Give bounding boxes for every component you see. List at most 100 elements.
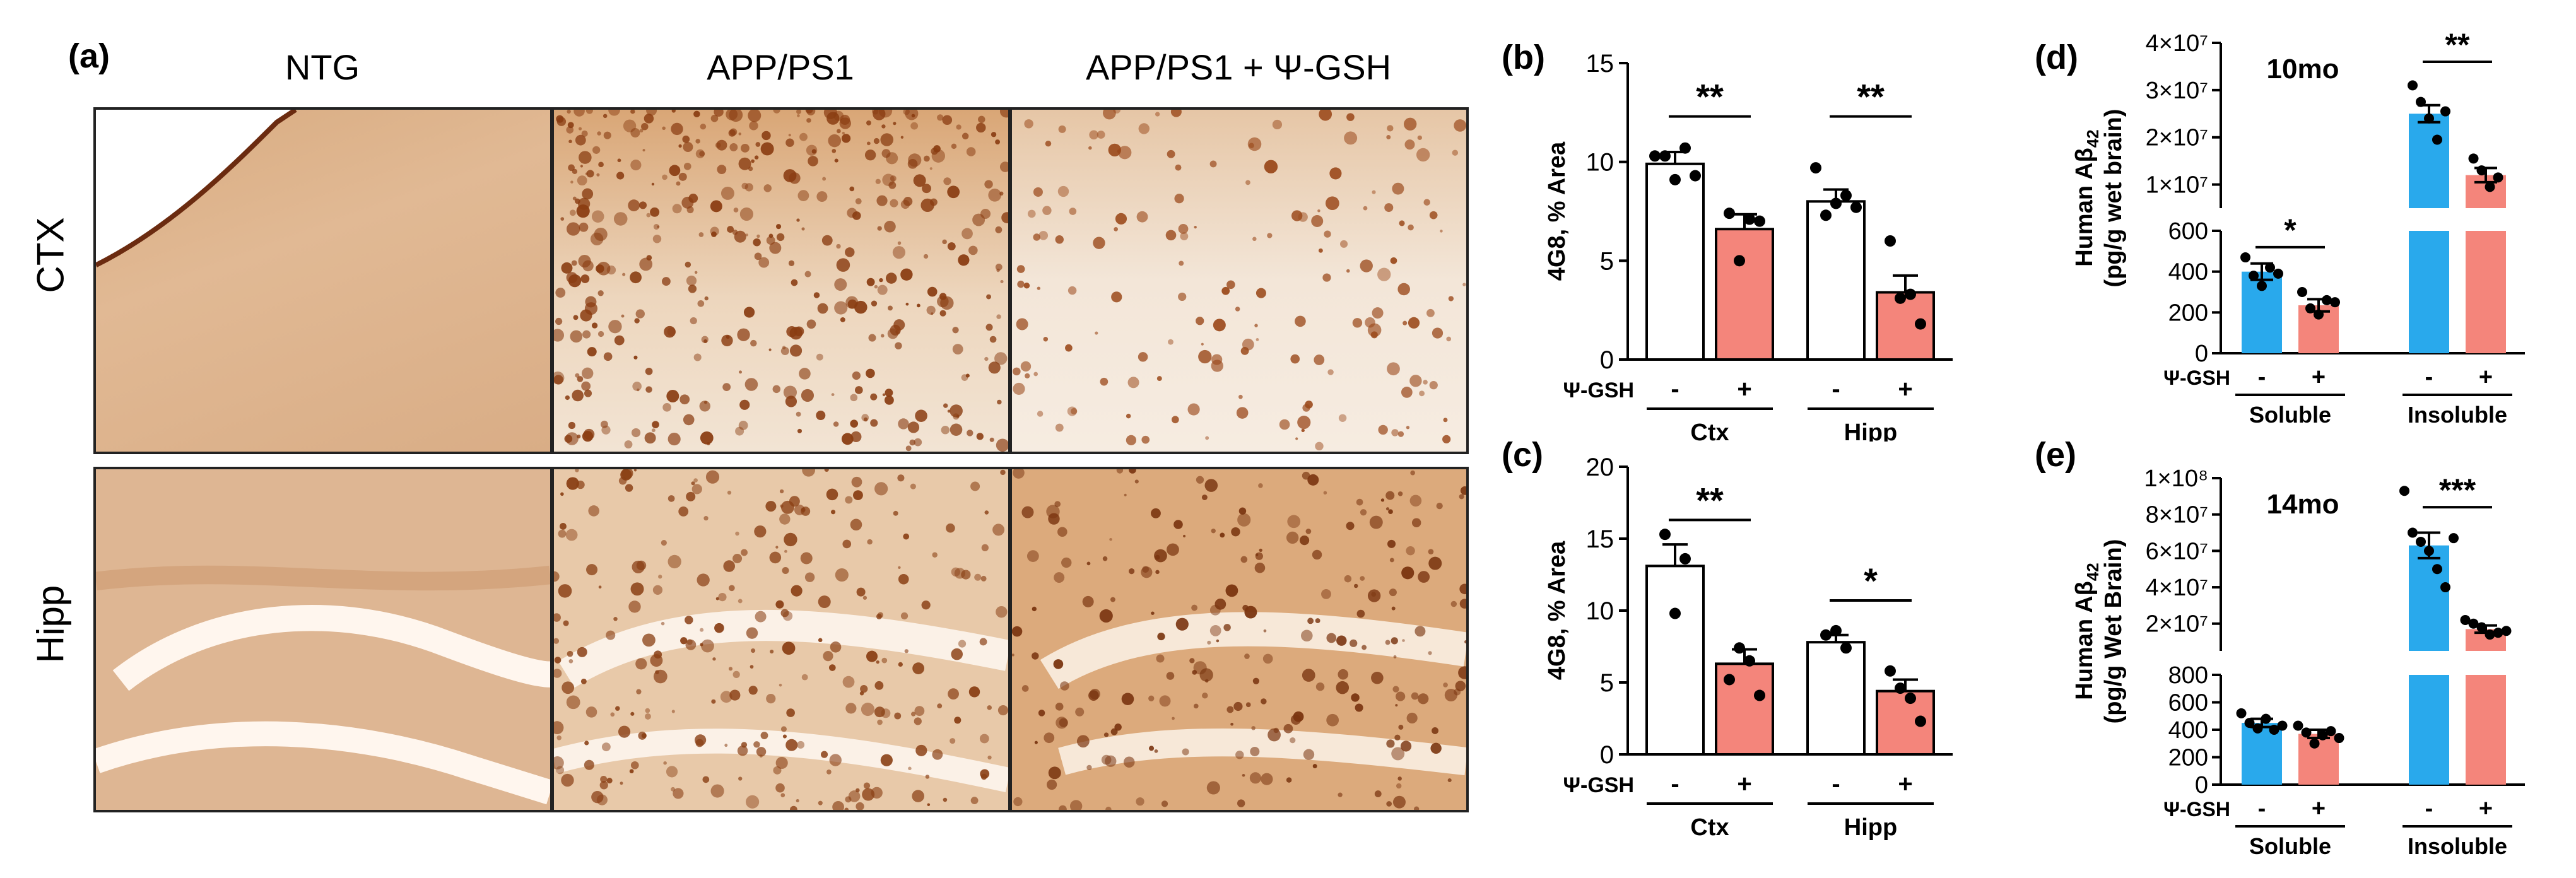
plaque-deposit (892, 246, 906, 259)
plaque-deposit (840, 317, 845, 322)
y-tick-label: 15 (1586, 50, 1614, 78)
plaque-deposit (733, 208, 739, 213)
plaque-deposit (726, 335, 730, 339)
plaque-deposit (1409, 495, 1422, 507)
plaque-deposit (655, 670, 659, 674)
plaque-deposit (1076, 735, 1090, 748)
plaque-deposit (1367, 323, 1382, 337)
plaque-deposit (765, 501, 777, 512)
plaque-deposit (1386, 739, 1395, 748)
plaque-deposit (1286, 777, 1292, 783)
panel-letter-b: (b) (1502, 38, 1545, 76)
plaque-deposit (784, 532, 797, 547)
plaque-deposit (911, 711, 916, 717)
plaque-deposit (1016, 318, 1028, 331)
plaque-deposit (1404, 139, 1415, 150)
plaque-deposit (1301, 629, 1313, 642)
plaque-deposit (826, 488, 838, 501)
plaque-deposit (1236, 407, 1249, 419)
plaque-deposit (558, 584, 572, 598)
plaque-deposit (1012, 653, 1015, 657)
plaque-deposit (826, 112, 840, 125)
y-tick-label: 200 (2168, 300, 2208, 326)
plaque-deposit (631, 428, 641, 438)
plaque-deposit (867, 539, 873, 545)
plaque-deposit (620, 781, 623, 785)
plaque-deposit (600, 776, 608, 783)
plaque-deposit (845, 703, 857, 714)
plaque-deposit (850, 419, 859, 428)
plaque-deposit (1315, 682, 1325, 691)
plaque-deposit (597, 131, 601, 136)
plaque-deposit (863, 417, 868, 422)
plaque-deposit (751, 159, 755, 163)
plaque-deposit (1303, 749, 1315, 760)
plaque-deposit (946, 523, 955, 533)
bar (1645, 162, 1705, 361)
plaque-deposit (728, 667, 733, 671)
plaque-deposit (1397, 491, 1403, 496)
plaque-deposit (1211, 354, 1223, 365)
plaque-deposit (1033, 187, 1043, 197)
plaque-deposit (1423, 199, 1430, 206)
plaque-deposit (741, 182, 748, 190)
plaque-deposit (806, 319, 816, 329)
plaque-deposit (701, 336, 709, 343)
plaque-deposit (630, 110, 635, 114)
plaque-deposit (584, 759, 594, 770)
plaque-deposit (789, 344, 803, 357)
plaque-deposit (1360, 509, 1367, 516)
plaque-deposit (1000, 469, 1006, 476)
data-point (2468, 618, 2479, 629)
plaque-deposit (932, 552, 938, 558)
plaque-deposit (804, 572, 815, 582)
plaque-deposit (813, 292, 820, 298)
plaque-deposit (603, 114, 608, 119)
y-axis-label: 4G8, % Area (1544, 541, 1570, 680)
plaque-deposit (585, 296, 597, 308)
plaque-deposit (571, 260, 577, 266)
plaque-deposit (636, 689, 642, 694)
plaque-deposit (755, 142, 761, 147)
data-point (2240, 252, 2250, 263)
plaque-deposit (568, 164, 575, 172)
plaque-deposit (630, 271, 642, 284)
plaque-deposit (645, 708, 650, 713)
plaque-deposit (1237, 513, 1251, 527)
data-point (2408, 527, 2418, 538)
plaque-deposit (1235, 751, 1244, 759)
plaque-deposit (1207, 640, 1211, 645)
plaque-deposit (645, 713, 651, 720)
plaque-deposit (618, 725, 631, 738)
data-point (2476, 165, 2487, 176)
plaque-deposit (1406, 546, 1415, 556)
plaque-deposit (996, 606, 1008, 618)
plaque-deposit (1209, 625, 1221, 636)
plaque-deposit (1054, 572, 1065, 583)
plaque-deposit (850, 431, 862, 443)
plaque-deposit (987, 755, 992, 760)
plaque-deposit (652, 421, 659, 428)
plaque-deposit (980, 575, 987, 582)
plaque-deposit (582, 188, 594, 200)
plaque-deposit (1102, 556, 1108, 561)
plaque-deposit (1363, 206, 1368, 211)
plaque-deposit (728, 129, 736, 137)
bar-upper (2409, 114, 2449, 208)
plaque-deposit (621, 469, 633, 479)
plaque-deposit (970, 481, 980, 491)
plaque-deposit (1323, 491, 1327, 495)
plaque-deposit (829, 754, 842, 766)
panel-letter-c: (c) (1502, 436, 1543, 474)
plaque-deposit (979, 734, 989, 744)
plaque-deposit (1388, 509, 1393, 515)
plaque-deposit (1086, 764, 1092, 771)
plaque-deposit (597, 290, 604, 296)
plaque-deposit (1416, 148, 1430, 162)
plaque-deposit (556, 115, 564, 123)
data-point (2424, 546, 2434, 556)
y-axis-label-line2: (pg/g Wet Brain) (2100, 539, 2127, 724)
plaque-deposit (554, 613, 561, 622)
plaque-deposit (1105, 806, 1112, 810)
plaque-deposit (645, 386, 652, 393)
